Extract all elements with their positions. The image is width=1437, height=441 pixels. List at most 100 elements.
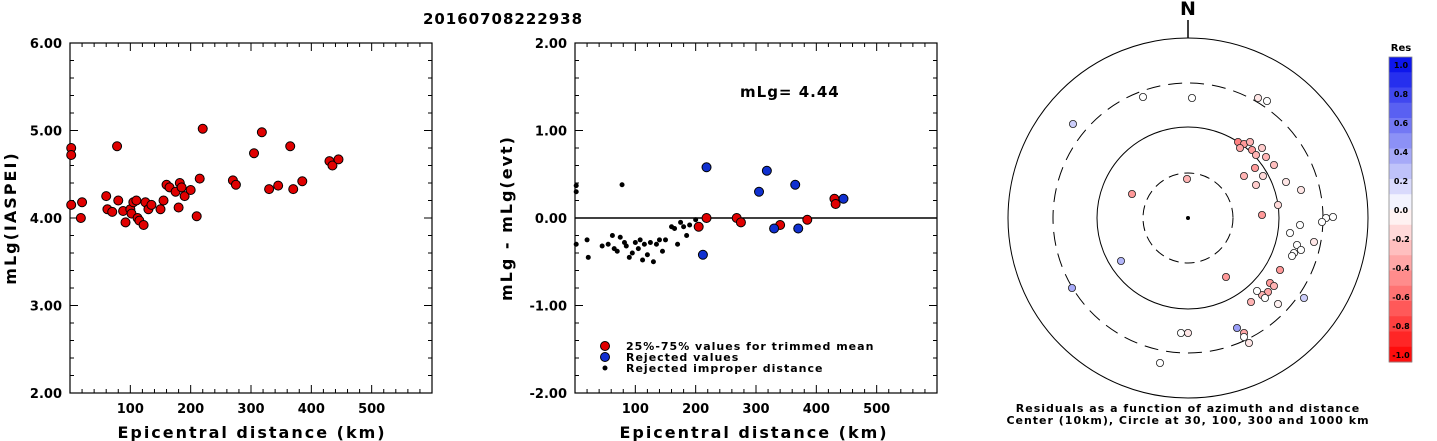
polar-residual-point (1258, 210, 1267, 219)
left-y-ticks: 2.00 3.00 4.00 5.00 6.00 (30, 37, 432, 402)
colorbar-label: -0.8 (1392, 322, 1410, 331)
polar-residual-point (1245, 338, 1254, 347)
legend-black-label: Rejected improper distance (626, 362, 823, 375)
mid-improper-point (619, 182, 625, 188)
mid-y-ticks: -2.00 -1.00 0.00 1.00 2.00 (530, 37, 937, 402)
left-y-tick-label: 5.00 (30, 125, 62, 140)
left-y-label: mLg(IASPEI) (1, 151, 20, 284)
polar-plot: N Residuals as a function of azimuth and… (1006, 0, 1369, 427)
polar-residual-point (1258, 143, 1267, 152)
polar-residual-point (1259, 171, 1268, 180)
north-label: N (1180, 0, 1196, 20)
polar-residual-point (1296, 220, 1305, 229)
mid-improper-point (632, 240, 638, 245)
left-data-point (288, 184, 299, 195)
left-data-point (158, 195, 169, 206)
left-data-point (120, 217, 131, 228)
left-data-point (66, 199, 77, 210)
mid-trimmed-point (830, 199, 841, 209)
colorbar-label: 0.0 (1394, 206, 1409, 215)
mid-x-ticks: 100 200 300 400 500 (586, 43, 926, 417)
mid-improper-point (609, 233, 615, 238)
polar-points (1068, 93, 1338, 367)
left-y-tick-label: 4.00 (30, 212, 62, 227)
mid-legend: 25%-75% values for trimmed mean Rejected… (600, 340, 874, 375)
mid-improper-point (573, 189, 579, 195)
polar-residual-point (1240, 171, 1249, 180)
left-data-point (107, 206, 118, 217)
polar-residual-point (1068, 283, 1077, 292)
colorbar-labels: 1.0 0.8 0.6 0.4 0.2 0.0 -0.2 -0.4 -0.6 -0.8 -1.0 (1392, 61, 1410, 360)
left-data-point (66, 150, 77, 160)
ring-1000km (1007, 37, 1369, 399)
polar-residual-point (1128, 189, 1137, 198)
left-data-point (249, 148, 260, 159)
polar-residual-point (1177, 328, 1186, 337)
mid-improper-point (659, 248, 665, 254)
left-data-point (176, 182, 187, 193)
polar-caption-2: Center (10km), Circle at 30, 100, 300 an… (1006, 414, 1369, 427)
legend-red-label: 25%-75% values for trimmed mean (626, 340, 874, 353)
left-x-tick-label: 300 (237, 402, 264, 417)
colorbar-cell (1389, 148, 1412, 165)
colorbar-frame (1388, 56, 1413, 363)
mid-improper-point (656, 237, 662, 243)
polar-residual-point (1261, 293, 1270, 302)
mid-improper-point (599, 243, 605, 249)
left-data-point (146, 199, 157, 210)
colorbar-label: 0.8 (1394, 90, 1409, 99)
polar-residual-point (1270, 160, 1279, 169)
mid-x-tick-label: 100 (622, 402, 649, 417)
polar-residual-point (1188, 94, 1197, 103)
polar-residual-point (1222, 272, 1231, 281)
mid-improper-point (640, 257, 646, 263)
polar-caption-1: Residuals as a function of azimuth and d… (1016, 402, 1360, 415)
left-x-label: Epicentral distance (km) (117, 423, 386, 441)
colorbar-cell (1389, 72, 1412, 88)
center-marker (1186, 216, 1190, 220)
colorbar-cell (1389, 346, 1412, 363)
mid-y-label: mLg - mLg(evt) (497, 135, 516, 301)
mid-improper-point (644, 252, 650, 258)
mid-improper-point (585, 254, 591, 260)
mid-improper-point (650, 259, 656, 265)
polar-residual-point (1252, 180, 1261, 189)
left-data-point (273, 180, 284, 191)
colorbar-cell (1389, 57, 1412, 73)
left-data-point (230, 179, 241, 190)
mid-rejected-point (754, 186, 765, 197)
polar-residual-point (1156, 358, 1165, 367)
polar-residual-point (1251, 163, 1260, 172)
legend-blue-label: Rejected values (626, 351, 739, 364)
polar-residual-point (1282, 177, 1291, 186)
left-data-point (101, 191, 112, 202)
colorbar-cell (1389, 240, 1412, 256)
left-data-point (264, 184, 275, 195)
polar-residual-point (1252, 150, 1261, 159)
mid-improper-point (584, 237, 590, 243)
mid-improper-point (573, 183, 579, 189)
mid-improper-point (663, 237, 668, 243)
colorbar-label: -0.6 (1392, 293, 1410, 302)
left-data-point (197, 123, 208, 134)
polar-residual-point (1139, 93, 1148, 102)
mlg-annotation: mLg= 4.44 (740, 83, 840, 101)
colorbar-cell (1389, 133, 1412, 149)
colorbar-cell (1389, 163, 1412, 180)
mid-trimmed-point (693, 221, 704, 232)
polar-residual-point (1184, 328, 1193, 337)
left-y-tick-label: 2.00 (30, 387, 62, 402)
mid-y-tick-label: 0.00 (535, 212, 567, 227)
mid-rejected-point (769, 223, 780, 234)
legend-red-marker (600, 341, 610, 351)
polar-residual-point (1233, 323, 1242, 332)
polar-residual-point (1253, 286, 1262, 295)
mid-improper-point (641, 241, 647, 247)
polar-residual-point (1274, 200, 1283, 209)
mid-improper-point (678, 219, 684, 225)
mid-chart: 100 200 300 400 500 -2.00 -1.00 0.00 1.00 2.00 m… (497, 37, 938, 441)
colorbar-cell (1389, 118, 1412, 134)
mid-improper-point (626, 254, 632, 260)
mid-x-tick-label: 200 (682, 402, 709, 417)
